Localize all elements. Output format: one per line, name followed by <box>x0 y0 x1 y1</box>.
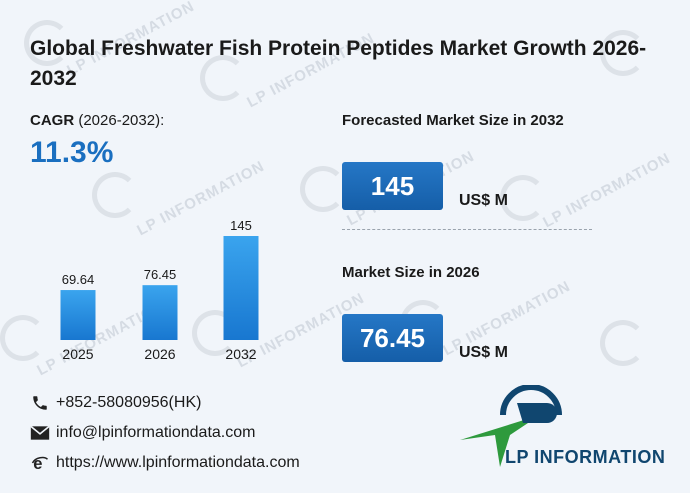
watermark-logo-icon <box>300 166 346 212</box>
market-size-bar-chart: 69.64 2025 76.45 2026 145 2032 <box>60 218 259 362</box>
bar-value-label: 76.45 <box>144 267 177 282</box>
cagr-period: (2026-2032): <box>78 112 165 129</box>
phone-text[interactable]: +852-58080956(HK) <box>56 394 202 411</box>
website-text[interactable]: https://www.lpinformationdata.com <box>56 454 300 471</box>
cagr-label-strong: CAGR <box>30 112 75 129</box>
bar-2025 <box>60 290 96 340</box>
page-title: Global Freshwater Fish Protein Peptides … <box>30 37 647 90</box>
bar-2026 <box>142 285 178 340</box>
web-browser-icon: e <box>30 453 50 473</box>
contact-phone: +852-58080956(HK) <box>30 393 201 413</box>
current-label: Market Size in 2026 <box>342 264 480 281</box>
current-value-box: 76.45 <box>342 314 443 362</box>
x-tick-label: 2032 <box>225 346 256 362</box>
bar-value-label: 69.64 <box>62 272 95 287</box>
watermark-logo-icon <box>600 320 646 366</box>
forecast-unit: US$ M <box>459 192 508 209</box>
svg-text:e: e <box>33 455 42 472</box>
lp-information-logo-icon <box>460 385 562 467</box>
cagr-label: CAGR (2026-2032): <box>30 112 164 129</box>
email-text[interactable]: info@lpinformationdata.com <box>56 424 256 441</box>
contact-email: info@lpinformationdata.com <box>30 423 255 443</box>
contact-website: e https://www.lpinformationdata.com <box>30 453 300 473</box>
current-unit: US$ M <box>459 344 508 361</box>
forecast-label: Forecasted Market Size in 2032 <box>342 112 564 129</box>
logo-text: LP INFORMATION <box>505 447 666 467</box>
bar-value-label: 145 <box>230 218 252 233</box>
divider <box>342 229 592 230</box>
x-tick-label: 2025 <box>62 346 93 362</box>
phone-icon <box>30 393 50 413</box>
email-icon <box>30 423 50 443</box>
cagr-value: 11.3% <box>30 136 114 169</box>
forecast-value-box: 145 <box>342 162 443 210</box>
watermark-text: LP INFORMATION <box>540 149 674 232</box>
bar-2032 <box>223 236 259 340</box>
x-tick-label: 2026 <box>144 346 175 362</box>
